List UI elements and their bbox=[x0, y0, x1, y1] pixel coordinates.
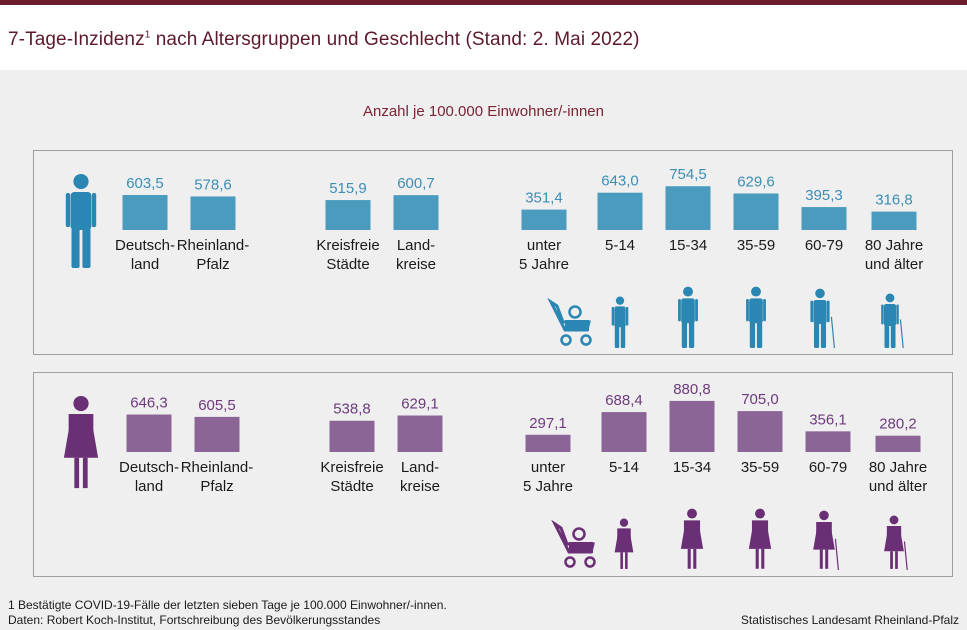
male-bar-1 bbox=[122, 194, 168, 230]
female-value-label-5: 297,1 bbox=[529, 415, 567, 432]
female-bar-1 bbox=[126, 414, 172, 452]
female-bar-6 bbox=[601, 412, 647, 452]
elderly-woman-cane-icon bbox=[813, 510, 839, 571]
female-category-label-7: 15-34 bbox=[673, 459, 711, 476]
male-category-label-10: 80 Jahre und älter bbox=[865, 237, 923, 273]
male-category-label-4: Land-kreise bbox=[396, 237, 436, 273]
male-value-label-3: 515,9 bbox=[329, 180, 367, 197]
female-bar-8 bbox=[737, 411, 783, 452]
male-category-label-5: unter 5 Jahre bbox=[519, 237, 569, 273]
page-title: 7-Tage-Inzidenz1 nach Altersgruppen und … bbox=[8, 29, 640, 50]
male-bar-5 bbox=[521, 209, 567, 230]
female-value-label-1: 646,3 bbox=[130, 395, 168, 412]
male-category-label-8: 35-59 bbox=[737, 237, 775, 254]
female-panel: 646,3 Deutsch-land 605,5 Rheinland-Pfalz 538… bbox=[33, 372, 953, 577]
male-category-label-3: Kreisfreie Städte bbox=[316, 237, 379, 273]
female-category-label-3: Kreisfreie Städte bbox=[320, 459, 383, 495]
male-category-label-9: 60-79 bbox=[805, 237, 843, 254]
female-category-label-4: Land-kreise bbox=[400, 459, 440, 495]
source-credit: Statistisches Landesamt Rheinland-Pfalz bbox=[740, 613, 959, 627]
female-category-label-2: Rheinland-Pfalz bbox=[181, 459, 254, 495]
female-bar-chart: 646,3 Deutsch-land 605,5 Rheinland-Pfalz 538… bbox=[63, 381, 927, 571]
female-category-label-10: 80 Jahre und älter bbox=[869, 459, 927, 495]
male-bar-9 bbox=[801, 207, 847, 230]
male-value-label-10: 316,8 bbox=[875, 192, 913, 209]
footnote-line-2: Daten: Robert Koch-Institut, Fortschreib… bbox=[8, 613, 381, 627]
male-bar-2 bbox=[190, 196, 236, 230]
female-category-label-8: 35-59 bbox=[741, 459, 779, 476]
male-value-label-4: 600,7 bbox=[397, 175, 435, 192]
male-bar-8 bbox=[733, 193, 779, 230]
elderly-man-cane-icon bbox=[810, 288, 835, 349]
female-value-label-8: 705,0 bbox=[741, 391, 779, 408]
male-bar-7 bbox=[665, 186, 711, 230]
male-panel: 603,5 Deutsch-land 578,6 Rheinland-Pfalz 515… bbox=[33, 150, 953, 355]
male-bar-4 bbox=[393, 195, 439, 230]
elderly-man-cane-icon bbox=[881, 293, 904, 349]
top-accent-bar bbox=[0, 0, 967, 5]
male-value-label-6: 643,0 bbox=[601, 173, 639, 190]
female-value-label-7: 880,8 bbox=[673, 381, 711, 398]
footnote-line-1: 1 Bestätigte COVID-19-Fälle der letzten … bbox=[8, 598, 447, 612]
female-value-label-2: 605,5 bbox=[198, 397, 236, 414]
male-category-label-1: Deutsch-land bbox=[115, 237, 175, 273]
footnote: 1 Bestätigte COVID-19-Fälle der letzten … bbox=[8, 598, 447, 628]
man-suit-icon bbox=[746, 286, 766, 348]
female-category-label-5: unter 5 Jahre bbox=[523, 459, 573, 495]
female-category-label-1: Deutsch-land bbox=[119, 459, 179, 495]
male-category-label-7: 15-34 bbox=[669, 237, 707, 254]
female-value-label-10: 280,2 bbox=[879, 416, 917, 433]
male-bar-3 bbox=[325, 200, 371, 230]
male-value-label-7: 754,5 bbox=[669, 166, 707, 183]
female-bar-3 bbox=[329, 420, 375, 452]
male-bar-6 bbox=[597, 192, 643, 230]
female-value-label-4: 629,1 bbox=[401, 396, 439, 413]
female-figure-icon bbox=[63, 395, 99, 489]
header: 7-Tage-Inzidenz1 nach Altersgruppen und … bbox=[0, 5, 967, 67]
female-bar-7 bbox=[669, 400, 715, 452]
female-value-label-6: 688,4 bbox=[605, 392, 643, 409]
male-figure-icon bbox=[65, 173, 97, 268]
elderly-woman-cane-icon bbox=[884, 515, 908, 571]
female-category-label-6: 5-14 bbox=[609, 459, 639, 476]
female-bar-9 bbox=[805, 431, 851, 452]
chart-subtitle: Anzahl je 100.000 Einwohner/-innen bbox=[362, 103, 604, 120]
boy-icon bbox=[611, 296, 629, 348]
male-value-label-5: 351,4 bbox=[525, 190, 563, 207]
woman-dress-icon bbox=[748, 508, 772, 569]
girl-icon bbox=[614, 518, 634, 569]
male-category-label-2: Rheinland-Pfalz bbox=[177, 237, 250, 273]
stroller-baby-icon bbox=[547, 297, 592, 346]
female-category-label-9: 60-79 bbox=[809, 459, 847, 476]
man-icon bbox=[678, 286, 698, 348]
male-value-label-1: 603,5 bbox=[126, 175, 164, 192]
male-value-label-2: 578,6 bbox=[194, 176, 232, 193]
male-category-label-6: 5-14 bbox=[605, 237, 635, 254]
stroller-baby-icon bbox=[551, 519, 596, 568]
male-bar-10 bbox=[871, 211, 917, 230]
female-bar-4 bbox=[397, 415, 443, 452]
male-value-label-8: 629,6 bbox=[737, 173, 775, 190]
female-bar-2 bbox=[194, 416, 240, 452]
male-bar-chart: 603,5 Deutsch-land 578,6 Rheinland-Pfalz 515… bbox=[65, 166, 923, 349]
male-value-label-9: 395,3 bbox=[805, 187, 843, 204]
woman-icon bbox=[680, 508, 704, 569]
female-bar-5 bbox=[525, 434, 571, 452]
female-bar-10 bbox=[875, 435, 921, 452]
female-value-label-3: 538,8 bbox=[333, 401, 371, 418]
female-value-label-9: 356,1 bbox=[809, 411, 847, 428]
